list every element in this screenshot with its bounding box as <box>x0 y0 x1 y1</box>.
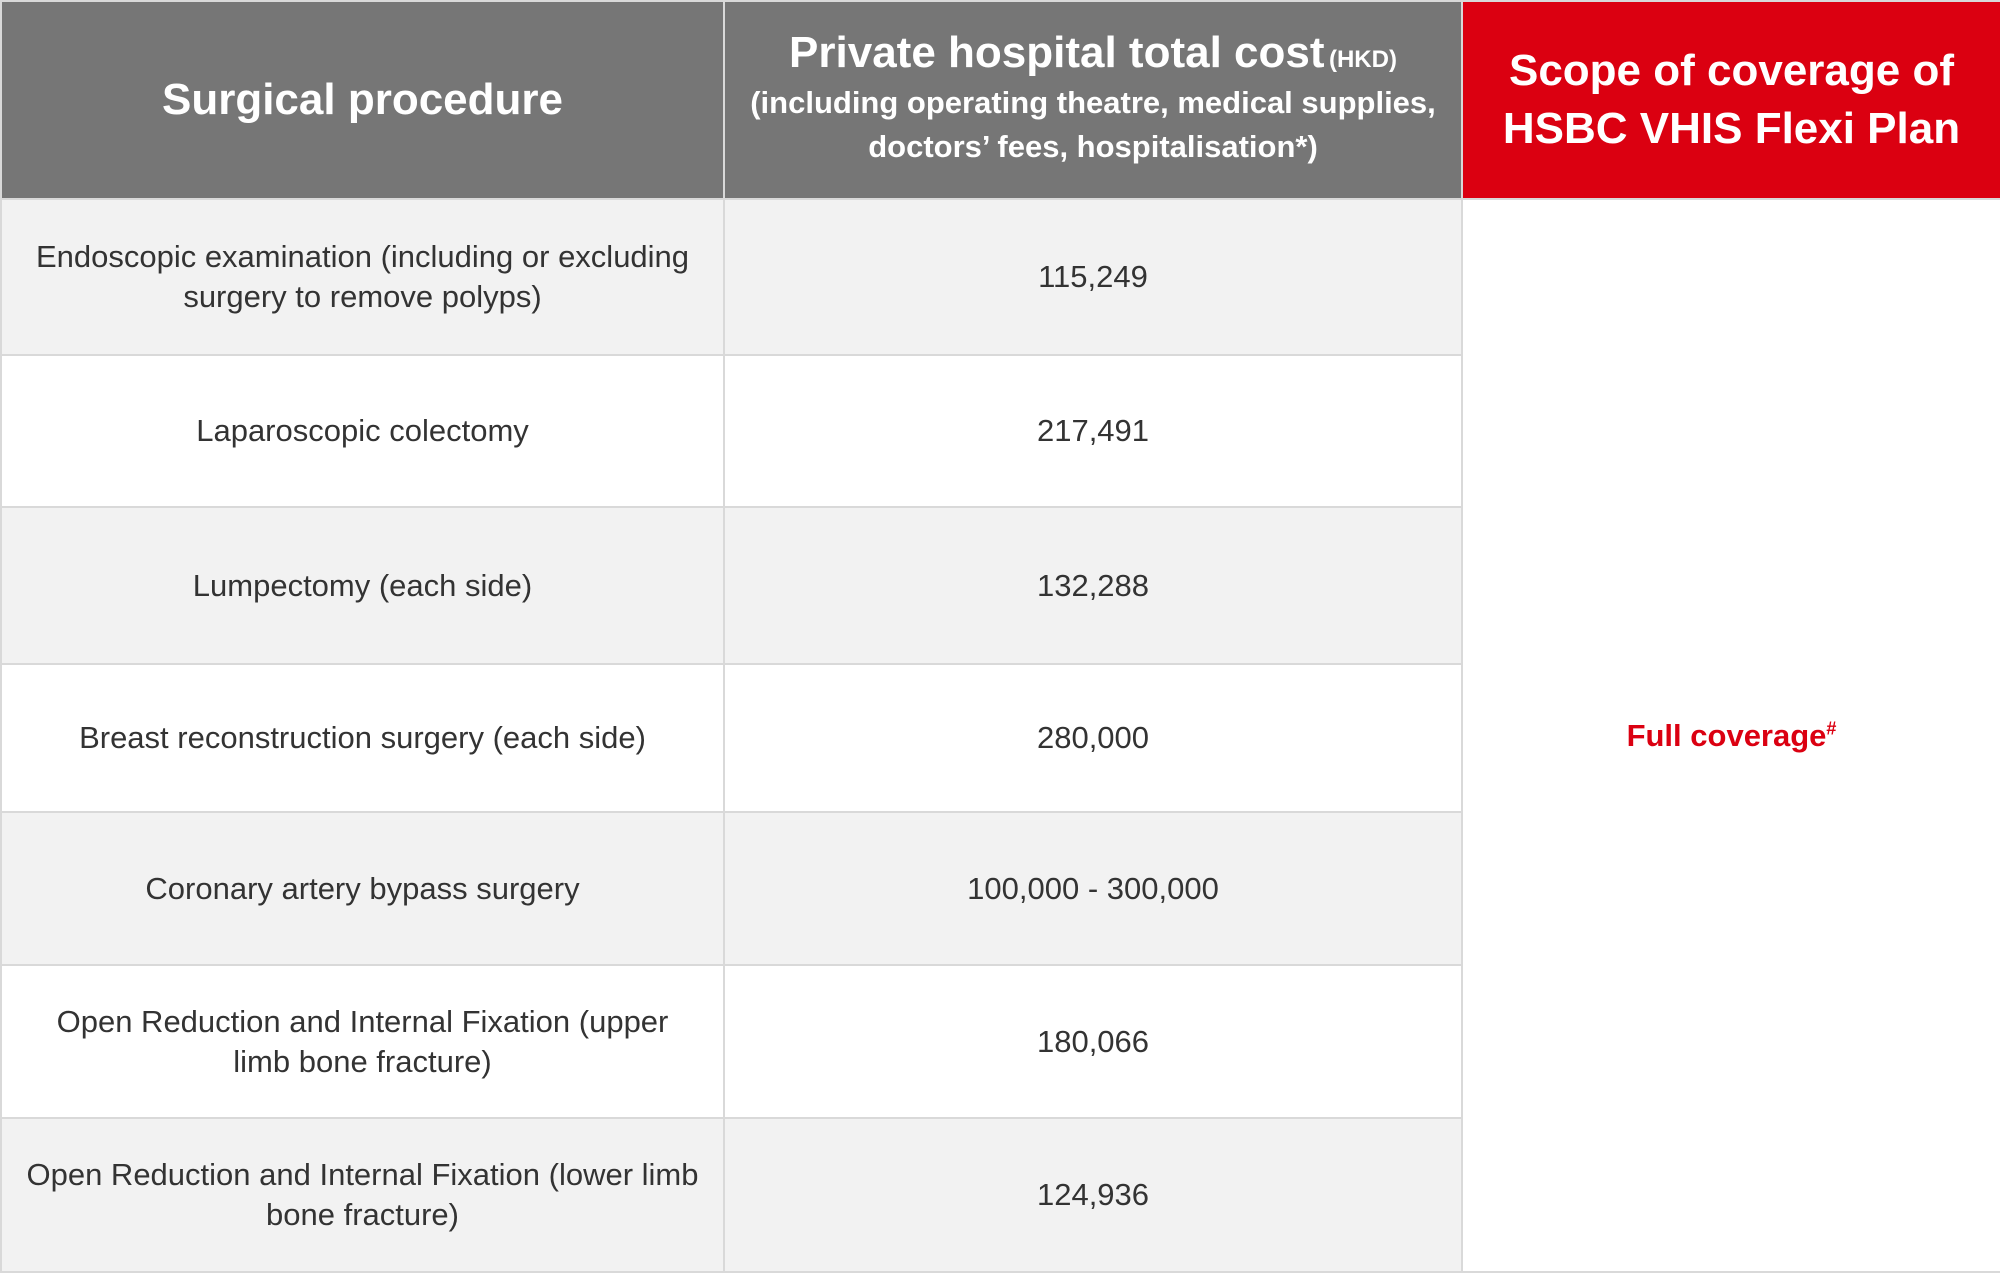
table-row: Endoscopic examination (including or exc… <box>0 198 2000 1273</box>
header-private-hospital-cost: Private hospital total cost (HKD) (inclu… <box>723 0 1463 200</box>
procedure-cell: Open Reduction and Internal Fixation (up… <box>0 964 725 1119</box>
table-row: Lumpectomy (each side) 132,288 <box>0 506 2000 665</box>
cost-cell: 100,000 - 300,000 <box>723 811 1463 966</box>
table-row: Breast reconstruction surgery (each side… <box>0 663 2000 813</box>
table-row: Coronary artery bypass surgery 100,000 -… <box>0 811 2000 966</box>
procedure-cell: Lumpectomy (each side) <box>0 506 725 665</box>
procedure-cell: Laparoscopic colectomy <box>0 354 725 508</box>
header-row: Surgical procedure Private hospital tota… <box>0 0 2000 200</box>
header-cost-subtitle: (including operating theatre, medical su… <box>750 85 1436 164</box>
table-row: Open Reduction and Internal Fixation (up… <box>0 964 2000 1119</box>
cost-cell: 115,249 <box>723 198 1463 356</box>
procedure-cell: Open Reduction and Internal Fixation (lo… <box>0 1117 725 1273</box>
coverage-cell: Full coverage# <box>1461 198 2000 1273</box>
header-coverage-scope: Scope of coverage of HSBC VHIS Flexi Pla… <box>1461 0 2000 200</box>
header-surgical-procedure: Surgical procedure <box>0 0 725 200</box>
table-row: Laparoscopic colectomy 217,491 <box>0 354 2000 508</box>
procedure-cell: Coronary artery bypass surgery <box>0 811 725 966</box>
cost-cell: 217,491 <box>723 354 1463 508</box>
cost-cell: 132,288 <box>723 506 1463 665</box>
coverage-footnote-mark: # <box>1826 718 1837 739</box>
coverage-text: Full coverage <box>1626 717 1827 753</box>
header-cost-title: Private hospital total cost <box>789 28 1325 77</box>
cost-cell: 180,066 <box>723 964 1463 1119</box>
cost-cell: 280,000 <box>723 663 1463 813</box>
procedure-cell: Endoscopic examination (including or exc… <box>0 198 725 356</box>
procedure-cell: Breast reconstruction surgery (each side… <box>0 663 725 813</box>
header-cost-unit: (HKD) <box>1328 46 1397 73</box>
table-row: Open Reduction and Internal Fixation (lo… <box>0 1117 2000 1273</box>
cost-cell: 124,936 <box>723 1117 1463 1273</box>
